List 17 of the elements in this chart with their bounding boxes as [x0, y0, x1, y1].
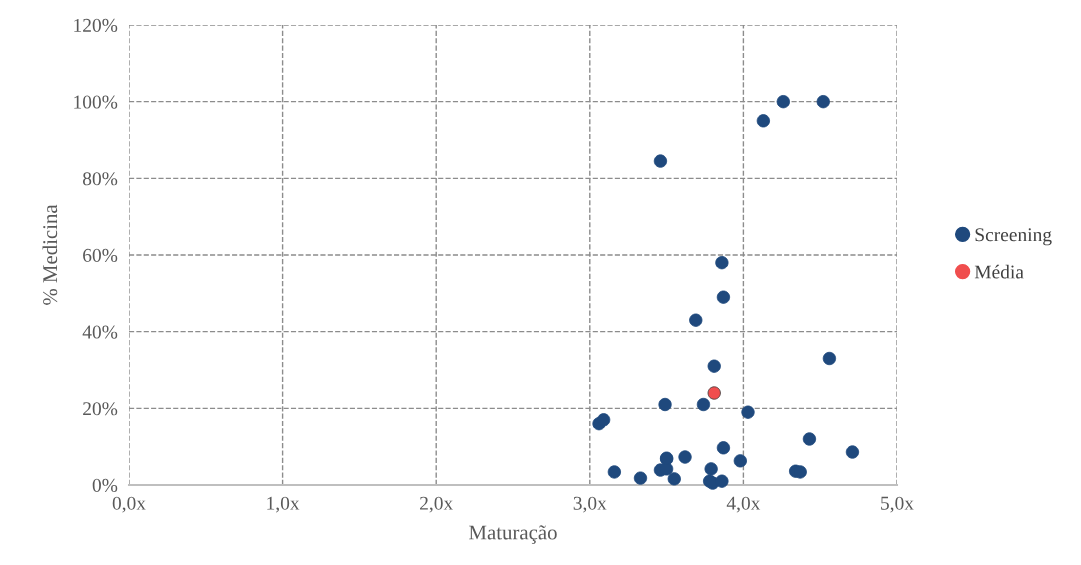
y-tick-label: 100%	[74, 95, 118, 109]
y-tick-label: 120%	[74, 18, 118, 32]
x-tick-label: 3,0x	[573, 496, 607, 513]
x-tick-label: 2,0x	[420, 496, 453, 513]
x-tick-label: 5,0x	[881, 496, 914, 513]
x-tick-label: 1,0x	[267, 496, 300, 513]
x-axis-title: Maturação	[469, 525, 557, 544]
x-tick-label: 4,0x	[726, 496, 761, 513]
y-tick-label: 60%	[83, 248, 118, 262]
y-tick-label: 80%	[82, 172, 118, 186]
legend-label: Screening	[975, 228, 1052, 246]
x-tick-label: 0,0x	[112, 496, 146, 513]
y-axis-title: % Medicina	[42, 204, 58, 305]
y-tick-label: 0%	[92, 478, 118, 492]
legend-label: Média	[974, 264, 1024, 279]
y-tick-label: 40%	[82, 325, 118, 339]
y-tick-label: 20%	[83, 402, 118, 416]
